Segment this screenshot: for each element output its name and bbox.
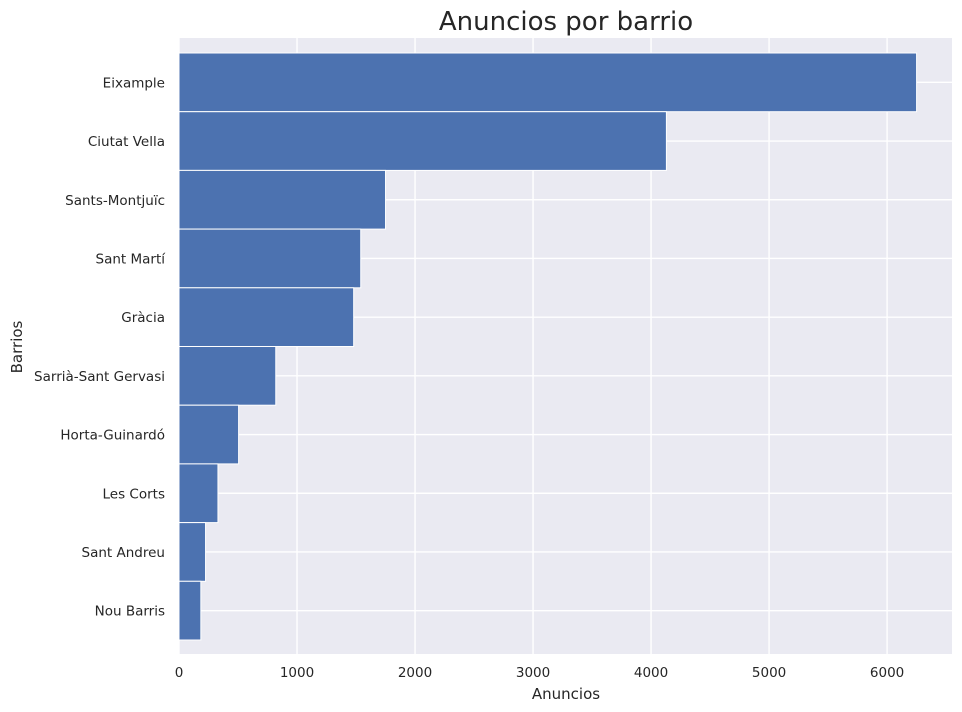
chart-title: Anuncios por barrio: [439, 7, 693, 37]
y-tick-labels: Eixample Ciutat Vella Sants-Montjuïc Sant M…: [34, 75, 166, 619]
x-tick-label: 5000: [752, 665, 786, 681]
y-tick-label: Sant Andreu: [82, 545, 165, 561]
y-tick-label: Horta-Guinardó: [60, 428, 165, 444]
y-tick-label: Eixample: [103, 75, 165, 91]
y-tick-label: Gràcia: [121, 310, 165, 326]
bar-sants-montju-c: [178, 169, 387, 230]
y-axis-label: Barrios: [8, 320, 26, 373]
bar-sarri-sant-gervasi: [178, 346, 277, 406]
y-tick-label: Ciutat Vella: [88, 134, 165, 150]
y-tick-label: Les Corts: [103, 486, 165, 502]
bar-gr-cia: [178, 287, 355, 347]
bars: [178, 52, 918, 641]
x-tick-label: 2000: [398, 665, 432, 681]
x-tick-label: 6000: [870, 665, 904, 681]
y-tick-label: Sant Martí: [96, 251, 167, 267]
x-axis-label: Anuncios: [532, 685, 600, 703]
bar-sant-mart-: [178, 228, 362, 289]
bar-eixample: [178, 52, 918, 113]
x-tick-label: 3000: [516, 665, 550, 681]
bar-les-corts: [178, 463, 219, 524]
bar-ciutat-vella: [178, 111, 667, 171]
y-tick-label: Sarrià-Sant Gervasi: [34, 369, 165, 385]
x-tick-label: 1000: [280, 665, 314, 681]
x-tick-label: 0: [175, 665, 184, 681]
bar-nou-barris: [178, 580, 202, 641]
y-tick-label: Sants-Montjuïc: [65, 193, 165, 209]
bar-horta-guinard-: [178, 404, 240, 465]
bar-sant-andreu: [178, 522, 207, 582]
y-tick-label: Nou Barris: [95, 604, 165, 620]
x-tick-labels: 0 1000 2000 3000 4000 5000 6000: [175, 665, 905, 681]
x-tick-label: 4000: [634, 665, 668, 681]
